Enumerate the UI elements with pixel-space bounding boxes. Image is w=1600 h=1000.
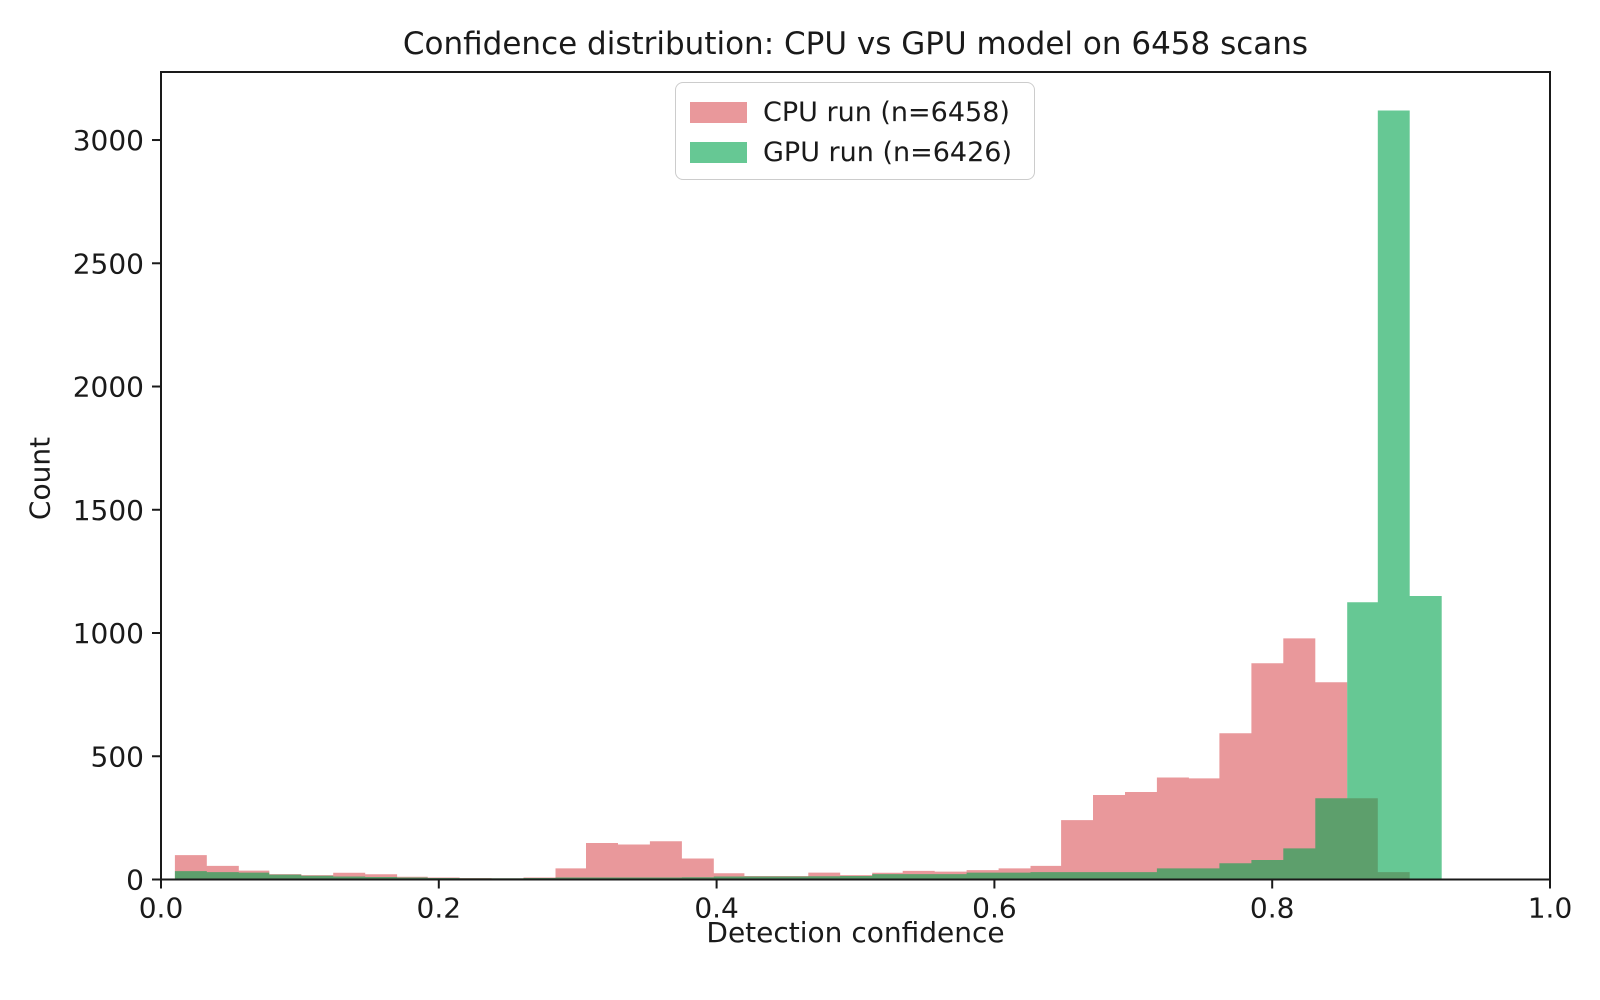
x-tick-label: 0.6 bbox=[972, 892, 1017, 925]
gpu-legend-swatch bbox=[690, 141, 747, 163]
y-tick-label: 0 bbox=[126, 864, 144, 897]
legend: CPU run (n=6458) GPU run (n=6426) bbox=[675, 82, 1035, 180]
x-axis-label: Detection confidence bbox=[706, 916, 1005, 949]
y-tick-label: 1500 bbox=[73, 494, 144, 527]
cpu-histogram-series bbox=[174, 638, 1442, 880]
gpu-legend-label: GPU run (n=6426) bbox=[763, 136, 1012, 168]
legend-row-cpu: CPU run (n=6458) bbox=[690, 95, 1020, 129]
legend-row-gpu: GPU run (n=6426) bbox=[690, 135, 1020, 169]
x-tick-label: 1.0 bbox=[1528, 892, 1573, 925]
y-tick-label: 1000 bbox=[73, 617, 144, 650]
chart-title: Confidence distribution: CPU vs GPU mode… bbox=[402, 26, 1309, 62]
cpu-legend-label: CPU run (n=6458) bbox=[763, 96, 1010, 128]
y-tick-label: 500 bbox=[91, 740, 144, 773]
x-tick-label: 0.4 bbox=[694, 892, 739, 925]
plot-frame bbox=[160, 71, 1551, 881]
x-tick-label: 0.0 bbox=[139, 892, 184, 925]
y-tick-label: 3000 bbox=[73, 124, 144, 157]
x-tick-label: 0.2 bbox=[417, 892, 462, 925]
y-tick-label: 2500 bbox=[73, 247, 144, 280]
y-tick-label: 2000 bbox=[73, 371, 144, 404]
x-tick-label: 0.8 bbox=[1250, 892, 1295, 925]
y-axis-label: Count bbox=[23, 436, 57, 521]
cpu-legend-swatch bbox=[690, 101, 747, 123]
